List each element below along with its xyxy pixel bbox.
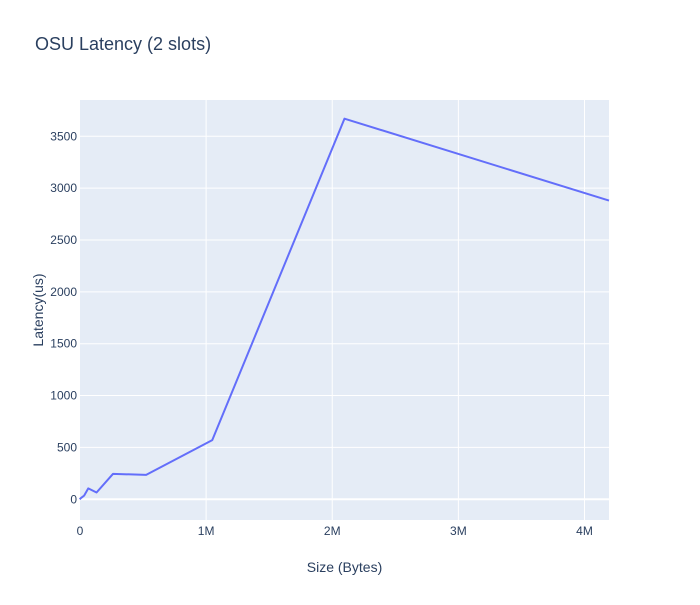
y-tick-label: 1000 xyxy=(50,389,77,403)
x-tick-label: 1M xyxy=(198,524,215,538)
y-tick-label: 3500 xyxy=(50,129,77,143)
grid-lines xyxy=(80,100,609,520)
y-tick-label: 500 xyxy=(57,440,77,454)
tick-labels: 0 500 1000 1500 2000 2500 3000 3500 0 1M 2M 3M 4M xyxy=(50,129,593,538)
series-layer xyxy=(79,117,610,501)
y-tick-label: 2000 xyxy=(50,285,77,299)
y-tick-label: 3000 xyxy=(50,181,77,195)
x-tick-label: 2M xyxy=(324,524,341,538)
latency-series-line xyxy=(79,117,610,501)
x-tick-label: 0 xyxy=(77,524,84,538)
chart-title: OSU Latency (2 slots) xyxy=(35,34,211,54)
x-axis-title: Size (Bytes) xyxy=(307,559,382,575)
y-tick-label: 1500 xyxy=(50,337,77,351)
x-tick-label: 3M xyxy=(450,524,467,538)
plot-area xyxy=(80,100,609,520)
x-tick-label: 4M xyxy=(576,524,593,538)
y-axis-title: Latency(us) xyxy=(30,273,46,346)
y-tick-label: 2500 xyxy=(50,233,77,247)
y-tick-label: 0 xyxy=(70,492,77,506)
